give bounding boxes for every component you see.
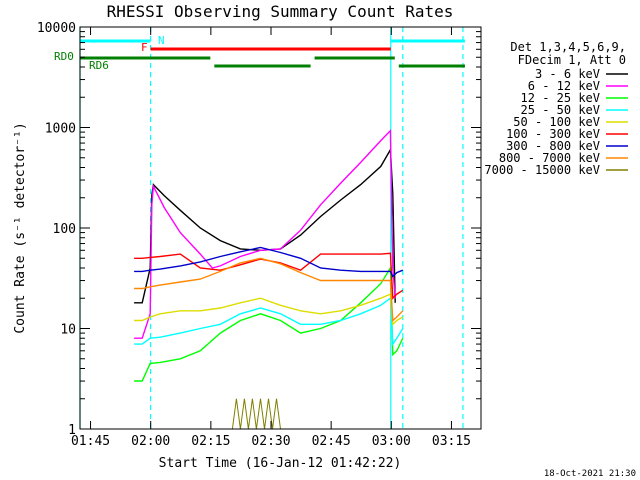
series-line-6 — [134, 246, 404, 278]
series-line-2 — [134, 265, 404, 382]
x-tick-label-3: 02:30 — [251, 434, 290, 449]
legend-header-line-1: Det 1,3,4,5,6,9, — [510, 40, 626, 54]
series-line-7 — [134, 257, 404, 322]
y-tick-label-0: 1 — [68, 423, 76, 438]
legend-label-5: 100 - 300 keV — [506, 127, 600, 141]
flag-label-F: F — [141, 41, 148, 54]
x-tick-label-4: 02:45 — [312, 434, 351, 449]
x-tick-label-0: 01:45 — [71, 434, 110, 449]
legend: Det 1,3,4,5,6,9, FDecim 1, Att 0 3 - 6 k… — [484, 40, 628, 177]
y-tick-label-1: 10 — [60, 323, 76, 338]
legend-label-0: 3 - 6 keV — [535, 67, 600, 81]
y-axis-label: Count Rate (s⁻¹ detector⁻¹) — [13, 122, 28, 333]
legend-label-4: 50 - 100 keV — [513, 115, 600, 129]
legend-label-2: 12 - 25 keV — [521, 91, 600, 105]
y-axis: 1 10 100 1000 10000 — [37, 21, 481, 438]
flag-label-RD6: RD6 — [89, 59, 109, 72]
generation-timestamp: 18-Oct-2021 21:30 — [544, 469, 636, 479]
x-tick-label-6: 03:15 — [432, 434, 471, 449]
series-line-5 — [134, 252, 404, 300]
chart-title: RHESSI Observing Summary Count Rates — [107, 2, 454, 21]
plot-area: NF RD0 RD6 — [54, 27, 465, 430]
y-tick-label-4: 10000 — [37, 21, 76, 36]
series-line-1 — [134, 129, 396, 339]
legend-label-1: 6 - 12 keV — [528, 79, 600, 93]
y-tick-label-3: 1000 — [45, 122, 76, 137]
legend-label-8: 7000 - 15000 keV — [484, 163, 600, 177]
flag-label-RD0: RD0 — [54, 50, 74, 63]
legend-label-6: 300 - 800 keV — [506, 139, 600, 153]
x-axis: 01:45 02:00 02:15 02:30 02:45 03:00 03:15 — [71, 27, 471, 449]
flag-label-N: N — [158, 34, 165, 47]
y-tick-label-2: 100 — [53, 222, 76, 237]
legend-label-7: 800 - 7000 keV — [499, 151, 600, 165]
series-line-4 — [134, 293, 404, 326]
x-tick-label-5: 03:00 — [372, 434, 411, 449]
x-tick-label-2: 02:15 — [191, 434, 230, 449]
legend-label-3: 25 - 50 keV — [521, 103, 600, 117]
x-axis-label: Start Time (16-Jan-12 01:42:22) — [159, 456, 402, 471]
legend-header-line-2: FDecim 1, Att 0 — [518, 53, 626, 67]
x-tick-label-1: 02:00 — [131, 434, 170, 449]
